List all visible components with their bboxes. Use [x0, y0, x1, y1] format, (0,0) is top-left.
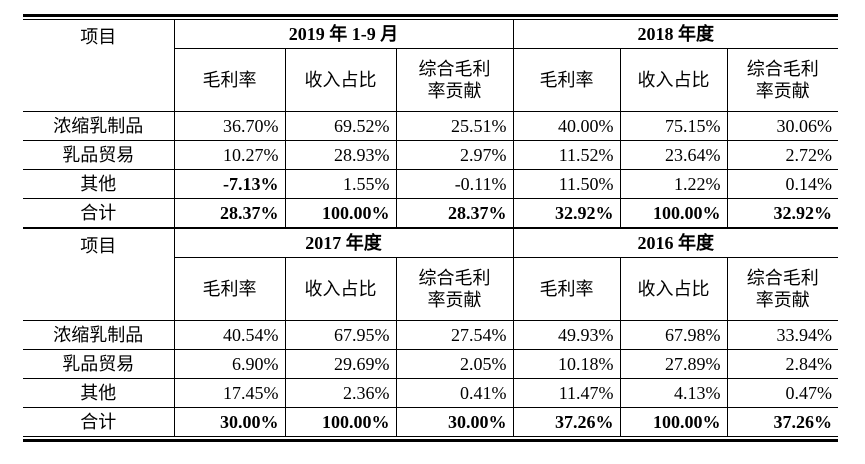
total-row: 合计 28.37% 100.00% 28.37% 32.92% 100.00% … — [23, 198, 839, 229]
table-cell: 10.18% — [512, 349, 621, 379]
period-header: 2019 年 1-9 月 — [173, 20, 514, 49]
table-top-rule — [23, 14, 838, 20]
row-label: 乳品贸易 — [23, 140, 175, 170]
table-cell: 17.45% — [173, 378, 286, 408]
total-row: 合计 30.00% 100.00% 30.00% 37.26% 100.00% … — [23, 407, 839, 436]
table-cell: 100.00% — [284, 407, 397, 436]
row-label: 浓缩乳制品 — [23, 320, 175, 350]
table-cell: 49.93% — [512, 320, 621, 350]
table-cell: 0.14% — [726, 169, 839, 199]
metric-header: 收入占比 — [284, 257, 397, 321]
table-cell: 25.51% — [395, 111, 514, 141]
table-cell: 75.15% — [619, 111, 728, 141]
table-cell: -7.13% — [173, 169, 286, 199]
table-cell: 40.00% — [512, 111, 621, 141]
table-cell: 40.54% — [173, 320, 286, 350]
table-cell: 69.52% — [284, 111, 397, 141]
table-row: 乳品贸易 10.27% 28.93% 2.97% 11.52% 23.64% 2… — [23, 140, 839, 170]
table-row: 浓缩乳制品 40.54% 67.95% 27.54% 49.93% 67.98%… — [23, 320, 839, 350]
metric-header: 收入占比 — [619, 257, 728, 321]
period-header: 2018 年度 — [512, 20, 839, 49]
table-row: 其他 17.45% 2.36% 0.41% 11.47% 4.13% 0.47% — [23, 378, 839, 408]
table-cell: 30.00% — [173, 407, 286, 436]
table-cell: 2.84% — [726, 349, 839, 379]
row-label: 浓缩乳制品 — [23, 111, 175, 141]
table-cell: 32.92% — [726, 198, 839, 229]
metric-header: 毛利率 — [174, 257, 286, 321]
table-cell: 36.70% — [173, 111, 286, 141]
metric-header: 收入占比 — [619, 48, 728, 112]
period-header-row: 项目 2019 年 1-9 月 2018 年度 — [23, 20, 839, 112]
metric-header: 毛利率 — [512, 48, 621, 112]
metric-header: 毛利率 — [174, 48, 286, 112]
table-cell: 10.27% — [173, 140, 286, 170]
table-cell: 28.93% — [284, 140, 397, 170]
table-cell: 6.90% — [173, 349, 286, 379]
table-cell: 28.37% — [395, 198, 514, 229]
table-cell: 100.00% — [284, 198, 397, 229]
table-cell: 1.55% — [284, 169, 397, 199]
row-label: 乳品贸易 — [23, 349, 175, 379]
table-cell: 37.26% — [726, 407, 839, 436]
table-cell: 27.89% — [619, 349, 728, 379]
row-label: 其他 — [23, 378, 175, 408]
period-header-row: 项目 2017 年度 2016 年度 — [23, 227, 839, 321]
table-row: 浓缩乳制品 36.70% 69.52% 25.51% 40.00% 75.15%… — [23, 111, 839, 141]
table-cell: 100.00% — [619, 198, 728, 229]
metric-header-row: 毛利率 收入占比 综合毛利 率贡献 毛利率 收入占比 综合毛利 率贡献 — [23, 257, 839, 321]
table-cell: 32.92% — [512, 198, 621, 229]
table-cell: 2.97% — [395, 140, 514, 170]
table-cell: 2.36% — [284, 378, 397, 408]
table-cell: 67.95% — [284, 320, 397, 350]
metric-header-row: 毛利率 收入占比 综合毛利 率贡献 毛利率 收入占比 综合毛利 率贡献 — [23, 48, 839, 112]
table-cell: 1.22% — [619, 169, 728, 199]
table-row: 乳品贸易 6.90% 29.69% 2.05% 10.18% 27.89% 2.… — [23, 349, 839, 379]
table-cell: 11.52% — [512, 140, 621, 170]
gross-margin-table-container: 项目 2019 年 1-9 月 2018 年度 毛利率 收入占比 综合毛利 率贡… — [23, 14, 839, 442]
table-cell: 29.69% — [284, 349, 397, 379]
metric-header: 综合毛利 率贡献 — [395, 257, 514, 321]
table-cell: -0.11% — [395, 169, 514, 199]
period-header: 2017 年度 — [173, 227, 514, 258]
table-cell: 100.00% — [619, 407, 728, 436]
metric-header: 综合毛利 率贡献 — [726, 48, 839, 112]
table-cell: 30.00% — [395, 407, 514, 436]
table-cell: 2.05% — [395, 349, 514, 379]
table-cell: 0.41% — [395, 378, 514, 408]
row-label: 合计 — [23, 407, 175, 436]
table-cell: 67.98% — [619, 320, 728, 350]
metric-header: 综合毛利 率贡献 — [726, 257, 839, 321]
gross-margin-table: 项目 2019 年 1-9 月 2018 年度 毛利率 收入占比 综合毛利 率贡… — [23, 20, 839, 436]
row-label: 其他 — [23, 169, 175, 199]
table-cell: 2.72% — [726, 140, 839, 170]
table-cell: 23.64% — [619, 140, 728, 170]
metric-header: 收入占比 — [284, 48, 397, 112]
metric-header: 综合毛利 率贡献 — [395, 48, 514, 112]
table-cell: 28.37% — [173, 198, 286, 229]
table-row: 其他 -7.13% 1.55% -0.11% 11.50% 1.22% 0.14… — [23, 169, 839, 199]
table-cell: 11.47% — [512, 378, 621, 408]
table-cell: 11.50% — [512, 169, 621, 199]
table-cell: 37.26% — [512, 407, 621, 436]
table-cell: 0.47% — [726, 378, 839, 408]
table-cell: 33.94% — [726, 320, 839, 350]
row-label: 合计 — [23, 198, 175, 229]
table-cell: 27.54% — [395, 320, 514, 350]
table-bottom-rule — [23, 436, 838, 442]
table-cell: 30.06% — [726, 111, 839, 141]
metric-header: 毛利率 — [512, 257, 621, 321]
table-cell: 4.13% — [619, 378, 728, 408]
item-header: 项目 — [23, 20, 175, 112]
period-header: 2016 年度 — [512, 227, 839, 258]
item-header: 项目 — [23, 227, 175, 321]
